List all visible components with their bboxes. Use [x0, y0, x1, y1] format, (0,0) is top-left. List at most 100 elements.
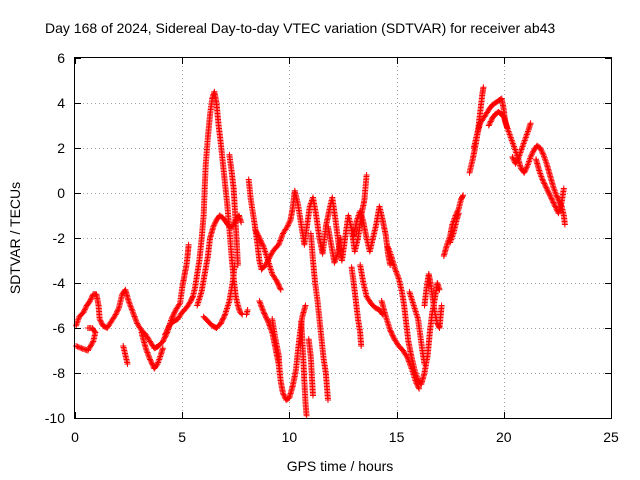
- data-point: [459, 193, 466, 200]
- data-point: [97, 317, 104, 324]
- data-point: [77, 344, 84, 351]
- data-point: [280, 390, 286, 397]
- data-point: [413, 380, 420, 387]
- y-axis-tick-labels: -10 -8 -6 -4 -2 0 2 4 6: [45, 50, 65, 426]
- y-axis-label: SDTVAR / TECUs: [7, 182, 23, 294]
- data-point: [252, 226, 259, 232]
- data-point: [551, 202, 558, 209]
- data-point: [261, 311, 268, 318]
- data-point: [217, 320, 224, 327]
- data-point: [211, 221, 218, 227]
- data-point: [545, 190, 552, 196]
- x-tick-label: 20: [496, 429, 512, 445]
- data-point: [544, 187, 551, 194]
- data-point: [487, 119, 494, 126]
- data-point: [515, 155, 522, 162]
- data-point: [162, 330, 169, 337]
- data-point: [258, 240, 265, 247]
- data-point: [414, 381, 421, 388]
- data-point: [114, 307, 121, 314]
- data-point: [337, 235, 344, 241]
- data-point: [280, 391, 287, 398]
- data-point: [272, 276, 279, 283]
- data-point: [523, 164, 530, 171]
- y-tick-label: 6: [57, 50, 65, 66]
- data-point: [277, 236, 284, 243]
- data-point: [87, 298, 93, 304]
- data-point: [256, 299, 263, 306]
- data-point: [403, 352, 410, 359]
- data-point: [124, 361, 131, 367]
- data-point: [486, 121, 493, 128]
- data-point: [545, 188, 552, 195]
- data-point: [159, 345, 166, 352]
- data-point: [113, 310, 120, 317]
- data-point: [561, 221, 568, 228]
- data-point: [438, 302, 445, 309]
- data-point: [185, 241, 192, 248]
- data-point: [501, 114, 508, 121]
- data-point: [220, 314, 227, 321]
- data-point: [261, 310, 268, 317]
- data-point: [389, 331, 395, 338]
- data-point: [421, 361, 428, 367]
- data-point: [279, 231, 286, 238]
- data-point: [546, 191, 553, 198]
- data-point: [81, 307, 88, 314]
- data-point: [176, 301, 183, 308]
- axis-ticks: [75, 58, 612, 419]
- y-tick-label: 4: [57, 95, 65, 111]
- y-tick-label: -10: [45, 410, 65, 426]
- data-point: [547, 194, 554, 201]
- data-point: [389, 332, 396, 339]
- data-point: [405, 358, 412, 365]
- data-point: [264, 317, 271, 323]
- data-point: [513, 159, 520, 166]
- data-point: [147, 356, 153, 363]
- data-point: [542, 183, 549, 190]
- data-point: [538, 147, 545, 154]
- data-point: [112, 311, 119, 318]
- data-point: [455, 210, 462, 217]
- data-point: [276, 284, 283, 291]
- data-point: [549, 198, 556, 205]
- data-point: [286, 219, 293, 226]
- data-point: [115, 306, 122, 313]
- data-point: [551, 200, 557, 207]
- data-point: [263, 314, 270, 321]
- data-point: [254, 231, 261, 238]
- x-axis-tick-labels: 0 5 10 15 20 25: [71, 429, 619, 445]
- data-point: [127, 303, 134, 310]
- data-point: [88, 295, 95, 302]
- data-point: [234, 262, 241, 268]
- data-point: [504, 124, 510, 131]
- data-point: [539, 150, 546, 157]
- data-point: [162, 331, 168, 338]
- data-point: [259, 241, 266, 248]
- data-point: [521, 169, 528, 176]
- data-point: [540, 179, 547, 186]
- data-point: [98, 320, 105, 327]
- x-tick-label: 0: [71, 429, 79, 445]
- data-point: [163, 329, 170, 336]
- data-series-sdtvar: [73, 84, 568, 419]
- data-point: [274, 279, 281, 285]
- data-point: [387, 328, 394, 335]
- data-point: [325, 397, 331, 403]
- data-point: [277, 285, 284, 292]
- data-point: [257, 236, 263, 243]
- x-tick-label: 10: [282, 429, 298, 445]
- data-point: [284, 223, 291, 230]
- data-point: [285, 221, 292, 227]
- data-point: [130, 310, 137, 317]
- data-point: [547, 192, 554, 199]
- data-point: [541, 180, 548, 187]
- data-point: [529, 149, 536, 156]
- data-point: [542, 181, 548, 188]
- y-tick-label: 2: [57, 140, 65, 156]
- data-point: [275, 281, 282, 288]
- data-point: [262, 313, 269, 320]
- x-tick-label: 5: [178, 429, 186, 445]
- data-point: [260, 242, 267, 249]
